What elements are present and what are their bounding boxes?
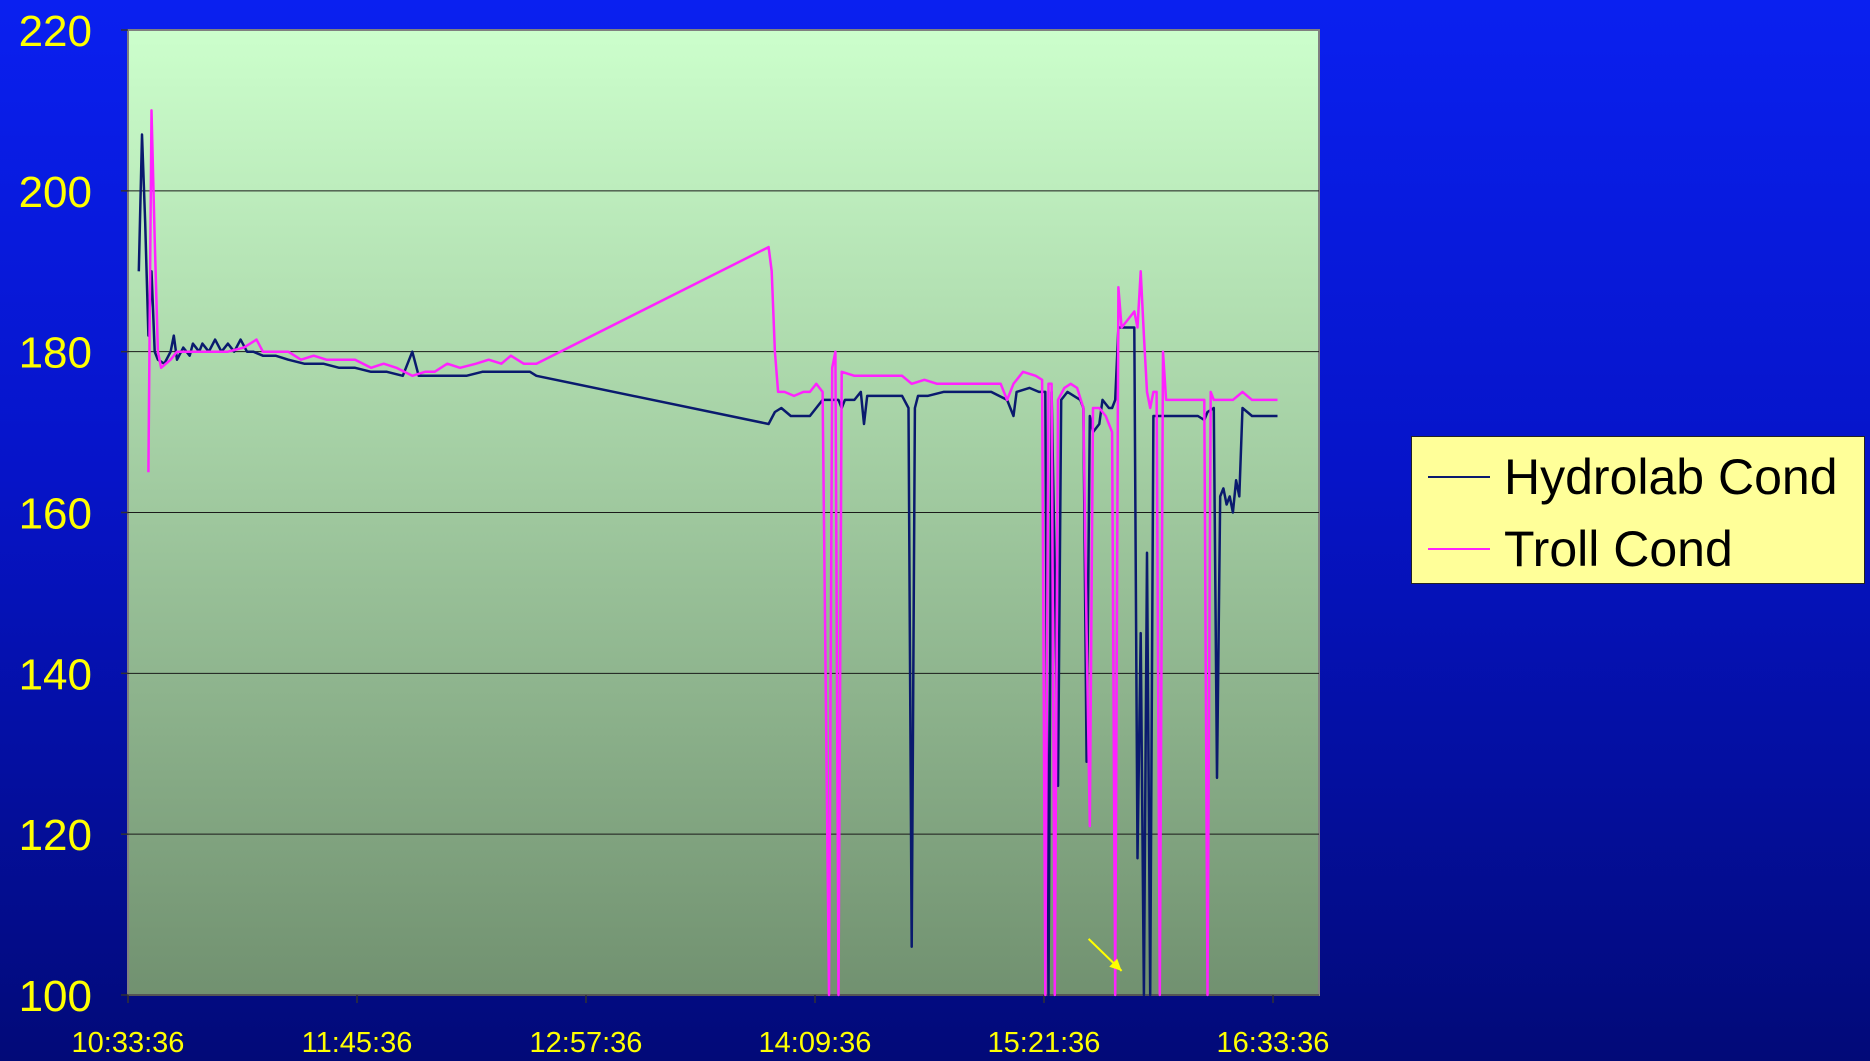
annotation-arrow-head bbox=[1109, 958, 1122, 971]
x-axis-ticks: 10:33:36 11:45:36 12:57:36 14:09:36 15:21:36… bbox=[72, 994, 1330, 1059]
series-line-troll bbox=[147, 109, 1278, 997]
y-axis-ticks: 100 120 140 160 180 200 220 bbox=[19, 7, 128, 1021]
y-tick-label: 120 bbox=[19, 811, 92, 860]
x-tick-label: 12:57:36 bbox=[530, 1027, 643, 1059]
annotations bbox=[1087, 938, 1123, 972]
x-tick-label: 11:45:36 bbox=[302, 1027, 413, 1059]
legend-label: Troll Cond bbox=[1504, 521, 1733, 577]
legend: Hydrolab Cond Troll Cond bbox=[1411, 436, 1865, 584]
grid-lines bbox=[128, 190, 1319, 835]
legend-item-troll: Troll Cond bbox=[1428, 519, 1733, 579]
legend-item-hydrolab: Hydrolab Cond bbox=[1428, 447, 1838, 507]
x-tick-label: 14:09:36 bbox=[759, 1027, 872, 1059]
y-tick-label: 180 bbox=[19, 329, 92, 378]
y-tick-label: 160 bbox=[19, 490, 92, 539]
x-tick-label: 16:33:36 bbox=[1217, 1027, 1330, 1059]
legend-swatch bbox=[1428, 548, 1490, 550]
y-tick-label: 200 bbox=[19, 168, 92, 217]
x-tick-label: 15:21:36 bbox=[988, 1027, 1101, 1059]
x-tick-label: 10:33:36 bbox=[72, 1027, 185, 1059]
series-line-hydrolab bbox=[137, 133, 1278, 997]
y-tick-label: 100 bbox=[19, 972, 92, 1021]
y-tick-label: 220 bbox=[19, 7, 92, 56]
legend-swatch bbox=[1428, 476, 1490, 478]
legend-label: Hydrolab Cond bbox=[1504, 449, 1838, 505]
series-lines bbox=[137, 109, 1278, 997]
y-tick-label: 140 bbox=[19, 650, 92, 699]
